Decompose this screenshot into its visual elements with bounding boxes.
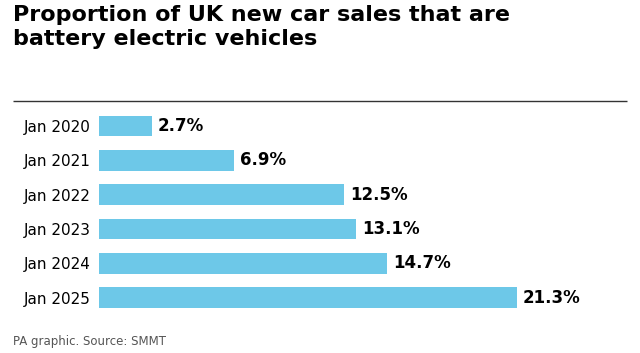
Text: 13.1%: 13.1% [362,220,420,238]
Text: 14.7%: 14.7% [394,255,451,273]
Text: 21.3%: 21.3% [523,289,580,307]
Text: Proportion of UK new car sales that are
battery electric vehicles: Proportion of UK new car sales that are … [13,5,510,49]
Text: 2.7%: 2.7% [158,117,204,135]
Bar [99,219,356,239]
Bar [99,287,517,308]
Text: 6.9%: 6.9% [241,151,287,169]
Bar [99,115,152,136]
Bar [99,253,387,274]
Bar [99,184,344,205]
Text: 12.5%: 12.5% [350,186,408,204]
Bar [99,150,234,170]
Text: PA graphic. Source: SMMT: PA graphic. Source: SMMT [13,335,166,348]
